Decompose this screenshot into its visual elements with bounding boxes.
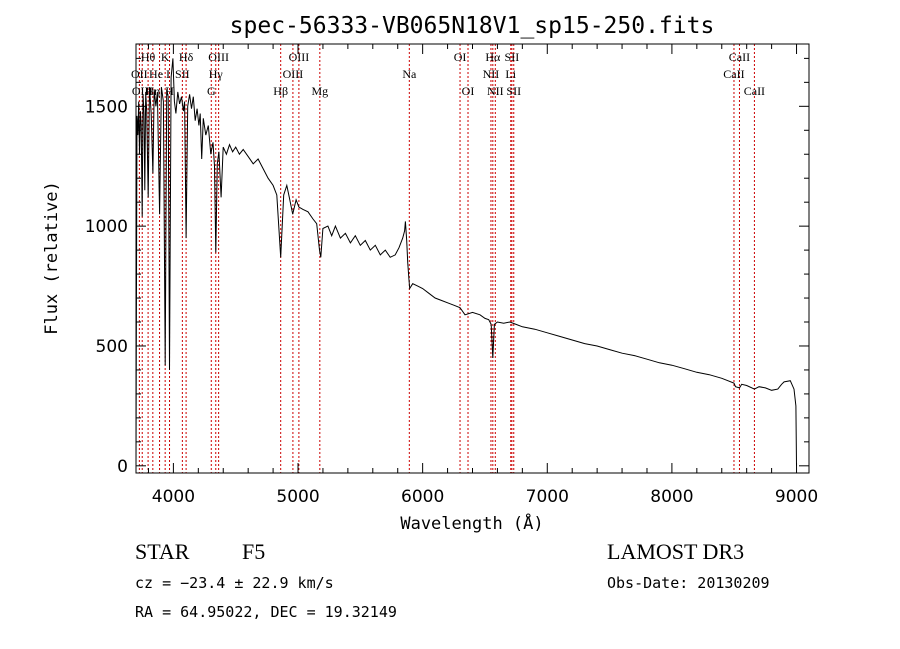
redshift-velocity: cz = −23.4 ± 22.9 km/s [135, 574, 334, 592]
spectral-line-label: Li [505, 67, 516, 81]
spectral-line-label: OIII [289, 50, 310, 64]
spectrum-line [135, 58, 797, 466]
spectral-line-label: H [165, 84, 174, 98]
x-tick-label: 8000 [650, 487, 693, 507]
x-tick-label: 9000 [775, 487, 818, 507]
plot-frame [135, 43, 810, 474]
y-tick-label: 0 [117, 457, 128, 477]
spectral-line-label: Mg [311, 84, 328, 98]
spectral-line-label: CaII [729, 50, 750, 64]
x-tick-label: 7000 [526, 487, 569, 507]
x-tick-label: 6000 [401, 487, 444, 507]
spectral-line-label: Hδ [179, 50, 194, 64]
survey-name: LAMOST DR3 [607, 539, 745, 564]
spectral-line-markers [138, 44, 755, 473]
x-tick-label: 4000 [152, 487, 195, 507]
spectral-line-label: NII [487, 84, 504, 98]
spectral-line-label: OI [454, 50, 467, 64]
x-tick-label: 5000 [276, 487, 319, 507]
spectral-line-label: G [207, 84, 216, 98]
spectral-line-label: Hβ [273, 84, 288, 98]
axis-tick-labels: 4000 5000 6000 7000 8000 9000 0 500 1000 1500 [85, 97, 818, 507]
y-tick-label: 500 [96, 337, 128, 357]
spectral-line-label: Hθ [141, 50, 156, 64]
sky-coordinates: RA = 64.95022, DEC = 19.32149 [135, 603, 397, 621]
spectral-line-label: OIII [132, 84, 153, 98]
axis-ticks [136, 44, 809, 473]
spectral-line-label: SII [175, 67, 190, 81]
spectral-line-label: Hη [145, 84, 160, 98]
spectral-line-label: OIII [283, 67, 304, 81]
spectral-line-label: Hγ [209, 67, 224, 81]
subclass: F5 [242, 539, 266, 564]
spectral-line-label: Hα [485, 50, 501, 64]
spectral-line-label: K [161, 50, 170, 64]
y-tick-label: 1500 [85, 97, 128, 117]
spectral-line-label: He I [149, 67, 170, 81]
spectral-line-label: CaII [744, 84, 765, 98]
y-axis-label: Flux (relative) [42, 181, 62, 335]
spectral-line-label: NII [483, 67, 500, 81]
observation-date: Obs-Date: 20130209 [607, 574, 770, 592]
chart-title: spec-56333-VB065N18V1_sp15-250.fits [230, 13, 715, 39]
spectral-line-label: OIII [208, 50, 229, 64]
object-class: STAR [135, 539, 190, 564]
spectral-line-label: Na [402, 67, 417, 81]
spectral-line-label: SII [506, 84, 521, 98]
spectral-line-label: CaII [723, 67, 744, 81]
y-tick-label: 1000 [85, 217, 128, 237]
spectral-line-label: SII [505, 50, 520, 64]
spectral-line-label: OI [462, 84, 475, 98]
spectral-line-label: OII [131, 67, 148, 81]
x-axis-label: Wavelength (Å) [400, 512, 543, 534]
